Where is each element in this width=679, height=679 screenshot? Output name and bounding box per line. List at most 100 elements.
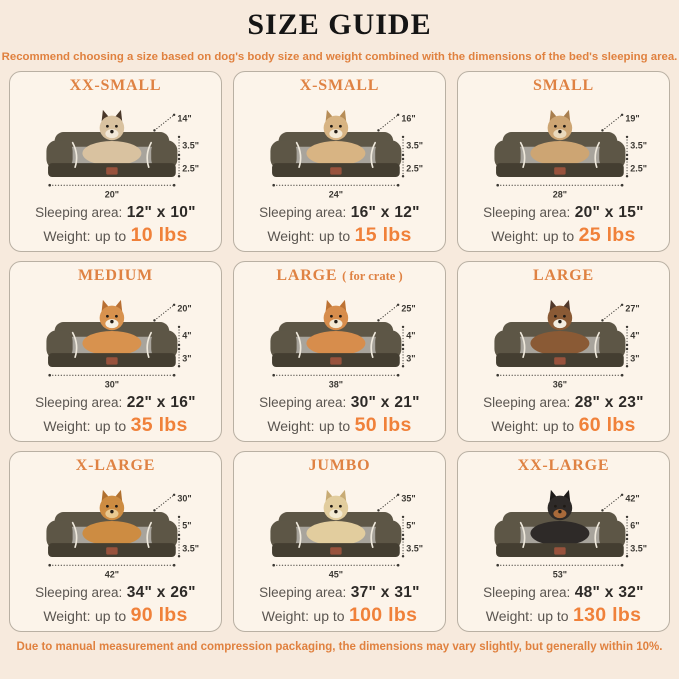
piping-right [145, 521, 152, 548]
sleeping-area-label: Sleeping area: [483, 585, 571, 601]
bed-illustration: 35" 5" 3.5" 45" [269, 489, 423, 579]
card-size-title: SMALL [533, 77, 594, 95]
bolster-height-measurement: 4" [406, 330, 415, 340]
dimension-annotations: 20" 4" 3" 30" [47, 303, 191, 389]
weight-value: 60 lbs [578, 413, 636, 436]
bed-illustration: 25" 4" 3" 38" [269, 299, 415, 389]
labrador-illustration [305, 489, 365, 546]
width-measurement: 36" [552, 379, 566, 389]
depth-dimension-line [153, 113, 175, 131]
sleeping-area-line: Sleeping area: 20" x 15" [483, 203, 644, 223]
sleeping-area-line: Sleeping area: 30" x 21" [259, 393, 420, 413]
bed-right-arm [150, 329, 177, 360]
size-name: SMALL [533, 77, 594, 94]
bolster-height-measurement: 4" [630, 330, 639, 340]
depth-dimension-line [601, 493, 623, 511]
card-size-title: XX-LARGE [518, 457, 610, 475]
base-height-measurement: 2.5" [182, 163, 199, 173]
bed-front [45, 329, 177, 367]
piping-left [295, 521, 301, 548]
brand-tag [553, 546, 566, 555]
bed-front [493, 329, 625, 367]
sleeping-area-label: Sleeping area: [259, 205, 347, 221]
dimension-annotations: 27" 4" 3" 36" [495, 303, 639, 389]
sleeping-area-value: 30" x 21" [350, 394, 420, 412]
depth-dimension-line [601, 113, 623, 131]
weight-value: 25 lbs [578, 223, 636, 246]
piping-left [71, 141, 77, 168]
depth-dimension-line [153, 493, 175, 511]
brand-tag [329, 166, 342, 175]
bolster-height-measurement: 6" [630, 520, 639, 530]
depth-measurement: 14" [177, 113, 191, 123]
brand-tag [329, 356, 342, 365]
bed-front [45, 139, 177, 177]
weight-value: 130 lbs [573, 603, 642, 626]
piping-right [593, 331, 600, 358]
bolster-height-measurement: 5" [182, 520, 191, 530]
dimension-annotations: 14" 3.5" 2.5" 20" [47, 113, 199, 199]
french-bulldog-illustration [529, 109, 589, 166]
width-measurement: 53" [552, 569, 566, 579]
card-size-title: X-LARGE [76, 457, 155, 475]
bed-left-arm [269, 139, 297, 170]
weight-label: Weight: [491, 227, 539, 244]
weight-line: Weight: up to 50 lbs [267, 414, 411, 437]
weight-label: Weight: [485, 607, 533, 624]
depth-measurement: 35" [401, 493, 415, 503]
bed-front [269, 329, 401, 367]
dimension-annotations: 35" 5" 3.5" 45" [271, 493, 423, 579]
size-note: ( for crate ) [342, 269, 403, 283]
depth-measurement: 27" [625, 303, 639, 313]
sleeping-area-label: Sleeping area: [259, 585, 347, 601]
bed-right-arm [150, 519, 177, 550]
size-card: LARGE [457, 261, 670, 442]
bed-right-arm [374, 519, 401, 550]
base-height-measurement: 3.5" [406, 543, 423, 553]
sleeping-area-line: Sleeping area: 22" x 16" [35, 393, 196, 413]
weight-value: 10 lbs [130, 223, 188, 246]
cat-illustration [81, 109, 141, 166]
depth-dimension-line [601, 303, 623, 321]
weight-value: 100 lbs [349, 603, 418, 626]
depth-measurement: 16" [401, 113, 415, 123]
weight-label: Weight: [43, 417, 91, 434]
sleeping-area-label: Sleeping area: [259, 395, 347, 411]
bed-right-arm [598, 519, 625, 550]
piping-right [145, 331, 152, 358]
card-size-title: XX-SMALL [70, 77, 162, 95]
size-name: XX-LARGE [517, 457, 610, 474]
weight-value: 50 lbs [354, 413, 412, 436]
bed-back-bolster [278, 511, 393, 530]
weight-up-to: up to [94, 227, 127, 244]
depth-dimension-line [153, 303, 175, 321]
sleeping-area-value: 22" x 16" [126, 394, 196, 412]
weight-up-to: up to [313, 607, 345, 624]
size-name: JUMBO [308, 457, 371, 474]
weight-value: 15 lbs [354, 223, 412, 246]
bed-left-arm [269, 519, 297, 550]
bed-illustration: 42" 6" 3.5" 53" [493, 489, 647, 579]
bolster-height-measurement: 5" [406, 520, 415, 530]
page-subtitle: Recommend choosing a size based on dog's… [1, 51, 678, 63]
sleeping-area-value: 28" x 23" [574, 394, 644, 412]
size-name: X-SMALL [299, 77, 380, 94]
width-measurement: 24" [328, 189, 342, 199]
size-card: X-LARGE [9, 451, 222, 632]
depth-measurement: 25" [401, 303, 415, 313]
piping-right [593, 141, 600, 168]
bed-back-bolster [54, 511, 169, 530]
weight-label: Weight: [43, 607, 91, 624]
card-size-title: MEDIUM [78, 267, 153, 285]
bed-right-arm [598, 139, 625, 170]
golden-retriever-illustration [81, 489, 141, 546]
corgi-illustration [81, 299, 141, 356]
card-size-title: JUMBO [309, 457, 371, 475]
weight-line: Weight: up to 130 lbs [486, 604, 642, 627]
brand-tag [553, 356, 566, 365]
depth-measurement: 30" [177, 493, 191, 503]
sleeping-area-value: 12" x 10" [126, 204, 196, 222]
weight-value: 90 lbs [130, 603, 188, 626]
bed-left-arm [493, 519, 521, 550]
bed-front [493, 519, 625, 557]
